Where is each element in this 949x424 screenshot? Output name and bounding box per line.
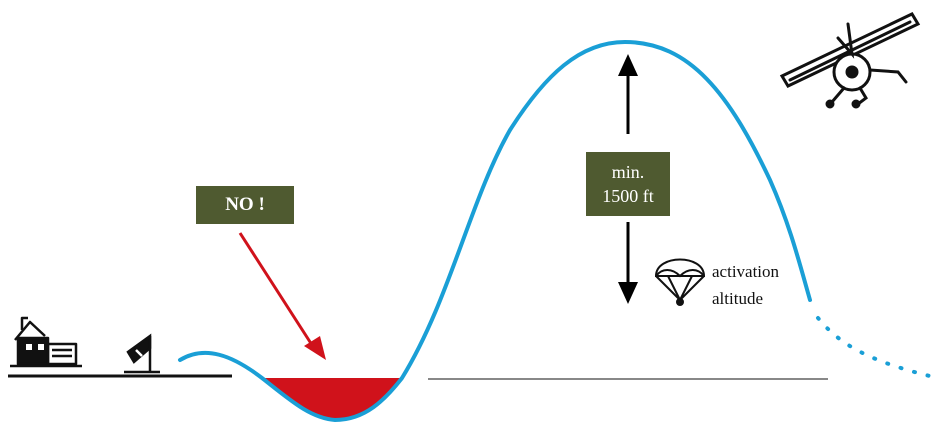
warning-text: NO ! — [225, 194, 265, 215]
windsock-icon — [124, 333, 160, 374]
house-icon — [10, 316, 82, 368]
arrow-up-icon — [618, 54, 638, 134]
arrow-down-icon — [618, 222, 638, 304]
altitude-label: min. 1500 ft — [586, 152, 670, 216]
activation-line1: activation — [712, 262, 780, 281]
warning-label: NO ! — [196, 186, 294, 224]
flight-path — [178, 39, 812, 423]
warning-arrow-icon — [238, 232, 326, 360]
altitude-line2: 1500 ft — [602, 186, 654, 206]
aircraft-icon — [779, 12, 921, 109]
activation-altitude-label: activation altitude — [712, 258, 779, 312]
parachute-icon — [654, 258, 706, 306]
flight-path-dotted — [816, 316, 940, 380]
altitude-line1: min. — [611, 162, 645, 182]
activation-line2: altitude — [712, 289, 763, 308]
